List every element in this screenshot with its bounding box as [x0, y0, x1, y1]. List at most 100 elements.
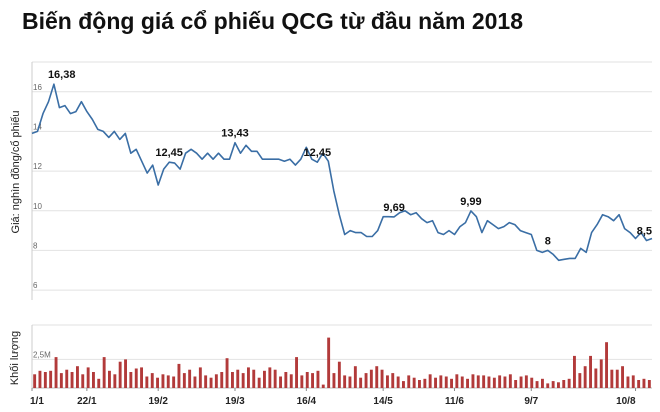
- volume-bar: [204, 375, 208, 388]
- volume-bar: [305, 372, 309, 388]
- price-annotation: 8: [545, 235, 551, 247]
- volume-bar: [76, 366, 79, 388]
- price-y-tick-label: 16: [33, 83, 42, 92]
- volume-bar: [97, 378, 101, 388]
- x-tick-label: 16/4: [297, 396, 317, 407]
- volume-bar: [546, 383, 550, 388]
- volume-bar: [54, 357, 58, 388]
- volume-bar: [49, 370, 53, 388]
- volume-bar: [124, 359, 127, 388]
- volume-bar: [343, 375, 347, 388]
- volume-bar: [92, 372, 95, 388]
- volume-bar: [407, 375, 411, 388]
- x-tick-labels: 1/1 22/1 19/2 19/3 16/4 14/5 11/6 9/7 10/8: [30, 388, 637, 407]
- volume-bar: [492, 377, 496, 388]
- volume-bar: [337, 361, 341, 388]
- x-tick-label: 1/1: [30, 396, 44, 407]
- x-tick-label: 9/7: [524, 396, 538, 407]
- volume-bar: [177, 363, 181, 388]
- volume-bar: [444, 376, 448, 388]
- volume-bar: [589, 355, 592, 388]
- price-y-tick-label: 10: [33, 202, 42, 211]
- volume-bar: [637, 380, 641, 388]
- volume-bar: [524, 375, 528, 388]
- volume-bar: [418, 380, 421, 388]
- volume-bar: [434, 377, 437, 388]
- volume-bar: [530, 377, 534, 388]
- volume-bar: [487, 376, 491, 388]
- volume-bar: [59, 373, 63, 388]
- volume-bar: [498, 375, 502, 388]
- volume-bar: [626, 376, 630, 388]
- volume-bar: [535, 381, 539, 388]
- volume-bar: [129, 372, 133, 388]
- x-tick-label: 10/8: [616, 396, 636, 407]
- x-tick-label: 14/5: [373, 396, 393, 407]
- volume-bar: [482, 375, 486, 388]
- volume-bar: [476, 375, 480, 388]
- volume-bar: [396, 376, 400, 388]
- volume-bar: [118, 361, 122, 388]
- price-annotation: 8,5: [637, 226, 652, 238]
- volume-bar: [268, 367, 272, 388]
- volume-bar: [247, 367, 250, 388]
- volume-bar: [450, 378, 453, 388]
- volume-bar: [391, 373, 395, 388]
- price-y-tick-label: 12: [33, 162, 42, 171]
- volume-bar: [225, 358, 229, 388]
- volume-bars: [33, 337, 651, 388]
- volume-bar: [321, 384, 325, 388]
- volume-bar: [605, 342, 608, 388]
- volume-bar: [70, 372, 74, 388]
- volume-bar: [578, 373, 582, 388]
- volume-bar: [102, 357, 106, 388]
- price-annotation: 9,69: [383, 202, 404, 214]
- price-annotations: 16,38 12,45 13,43 12,45 9,69 9,99 8 8,5: [48, 69, 652, 247]
- price-annotation: 13,43: [221, 128, 249, 140]
- volume-bar: [86, 367, 90, 388]
- volume-bar: [631, 375, 635, 388]
- volume-bar: [236, 369, 240, 388]
- price-gridlines: [31, 61, 652, 300]
- volume-bar: [583, 366, 587, 388]
- volume-bar: [503, 376, 507, 388]
- price-line-series: [31, 83, 653, 262]
- volume-bar: [439, 375, 443, 388]
- volume-bar: [466, 378, 469, 388]
- volume-bar: [423, 378, 427, 388]
- volume-bar: [193, 376, 197, 388]
- price-y-axis-label: Giá: nghìn đồng/cổ phiếu: [10, 111, 22, 234]
- volume-bar: [134, 368, 138, 388]
- x-tick-label: 22/1: [77, 396, 97, 407]
- volume-bar: [455, 374, 459, 388]
- price-annotation: 12,45: [155, 147, 183, 159]
- volume-bar: [599, 359, 603, 388]
- volume-bar: [284, 372, 288, 388]
- price-line: [31, 83, 653, 262]
- volume-bar: [273, 369, 277, 388]
- x-tick-label: 11/6: [445, 396, 464, 407]
- volume-bar: [145, 376, 149, 388]
- volume-bar: [263, 370, 266, 388]
- volume-bar: [166, 375, 170, 388]
- volume-bar: [108, 370, 111, 388]
- volume-bar: [642, 378, 646, 388]
- volume-y-tick-label: 2,5M: [33, 350, 51, 359]
- volume-bar: [647, 380, 651, 388]
- volume-bar: [412, 377, 416, 388]
- volume-bar: [364, 373, 368, 388]
- volume-bar: [198, 367, 202, 388]
- volume-bar: [610, 369, 614, 388]
- volume-bar: [615, 369, 619, 388]
- volume-bar: [621, 366, 624, 388]
- volume-bar: [81, 374, 85, 388]
- volume-bar: [471, 374, 475, 388]
- volume-bar: [140, 367, 143, 388]
- volume-bar: [231, 372, 234, 388]
- volume-bar: [38, 370, 42, 388]
- chart-title: Biến động giá cổ phiếu QCG từ đầu năm 20…: [22, 8, 524, 34]
- price-y-tick-label: 8: [33, 241, 38, 250]
- volume-bar: [557, 382, 560, 388]
- volume-bar: [241, 373, 245, 388]
